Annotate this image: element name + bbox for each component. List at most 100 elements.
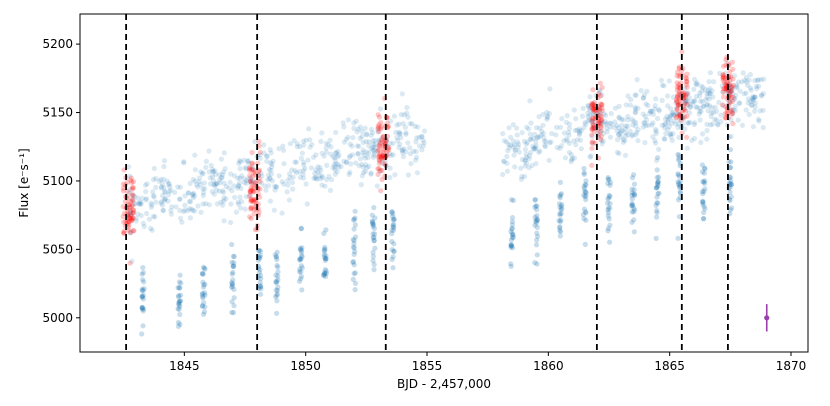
highlight-point — [679, 109, 685, 115]
data-point — [673, 100, 679, 106]
data-point — [317, 176, 323, 182]
data-point — [363, 139, 369, 145]
data-point — [527, 98, 533, 104]
data-point — [652, 126, 659, 133]
data-point — [177, 196, 183, 202]
data-point — [608, 121, 614, 127]
data-point — [698, 108, 704, 114]
data-point — [714, 117, 720, 123]
data-point — [733, 92, 739, 98]
dip-point — [655, 179, 661, 185]
y-axis-label: Flux [e⁻s⁻¹] — [17, 148, 31, 217]
data-point — [715, 121, 721, 127]
data-point — [587, 105, 593, 111]
dip-point — [607, 179, 614, 186]
data-point — [760, 91, 767, 97]
dip-point — [258, 275, 264, 282]
data-point — [580, 105, 586, 111]
data-point — [182, 193, 188, 199]
data-point — [582, 119, 588, 126]
data-point — [276, 173, 282, 179]
data-point — [152, 214, 158, 220]
data-point — [576, 132, 583, 138]
highlight-point — [247, 165, 253, 171]
dip-point — [580, 212, 586, 218]
dip-point — [654, 194, 660, 200]
data-point — [705, 87, 711, 93]
data-point — [753, 83, 759, 89]
highlight-point — [599, 108, 605, 114]
data-point — [622, 126, 629, 132]
data-point — [379, 160, 385, 166]
data-point — [614, 137, 621, 143]
dip-point — [297, 257, 303, 263]
data-point — [603, 112, 609, 118]
highlight-point — [589, 102, 595, 108]
data-point — [327, 137, 333, 143]
data-point — [614, 128, 620, 134]
dip-point — [296, 278, 303, 284]
data-point — [249, 164, 255, 171]
data-point — [336, 152, 342, 158]
data-point — [375, 129, 381, 135]
highlight-point — [376, 157, 382, 163]
data-point — [309, 141, 315, 148]
dip-point — [583, 182, 589, 188]
data-point — [641, 92, 648, 98]
dip-point — [299, 252, 305, 258]
data-point — [740, 70, 746, 76]
highlight-point — [590, 122, 596, 128]
highlight-point — [682, 101, 688, 107]
highlight-point — [676, 96, 683, 102]
data-point — [526, 165, 532, 171]
highlight-point — [728, 108, 734, 114]
dip-point — [655, 179, 661, 185]
data-point — [691, 121, 697, 128]
data-point — [267, 198, 273, 204]
data-point — [213, 181, 219, 187]
dip-point — [728, 177, 734, 183]
dip-point — [321, 272, 327, 279]
dip-point — [676, 157, 682, 163]
data-point — [162, 196, 168, 202]
highlight-point — [599, 117, 605, 124]
dip-point — [701, 216, 707, 222]
data-point — [266, 175, 273, 181]
dip-point — [532, 197, 539, 203]
dip-point — [631, 205, 637, 211]
data-point — [649, 108, 655, 114]
highlight-point — [676, 66, 682, 72]
data-point — [166, 188, 172, 194]
highlight-point — [386, 146, 392, 152]
data-point — [221, 195, 227, 201]
dip-point — [322, 246, 328, 252]
data-point — [705, 108, 711, 114]
dip-point — [323, 270, 330, 276]
highlight-point — [597, 112, 604, 118]
data-point — [633, 123, 639, 129]
data-point — [135, 211, 141, 217]
data-point — [405, 172, 411, 178]
data-point — [401, 146, 407, 152]
highlight-point — [591, 128, 597, 134]
data-point — [167, 184, 173, 190]
data-point — [290, 186, 296, 192]
data-point — [359, 133, 365, 140]
data-point — [221, 218, 227, 224]
dip-point — [371, 238, 377, 244]
highlight-point — [376, 160, 382, 166]
data-point — [243, 165, 249, 172]
dip-point — [629, 209, 635, 215]
data-point — [653, 128, 659, 134]
data-point — [376, 142, 382, 148]
dip-point — [140, 296, 146, 302]
data-point — [182, 207, 188, 213]
data-point — [614, 149, 621, 155]
data-point — [730, 107, 737, 113]
data-point — [632, 104, 638, 110]
data-point — [221, 180, 227, 186]
data-point — [521, 138, 528, 144]
dip-point — [140, 288, 146, 294]
highlight-point — [676, 82, 682, 88]
highlight-point — [378, 188, 384, 194]
